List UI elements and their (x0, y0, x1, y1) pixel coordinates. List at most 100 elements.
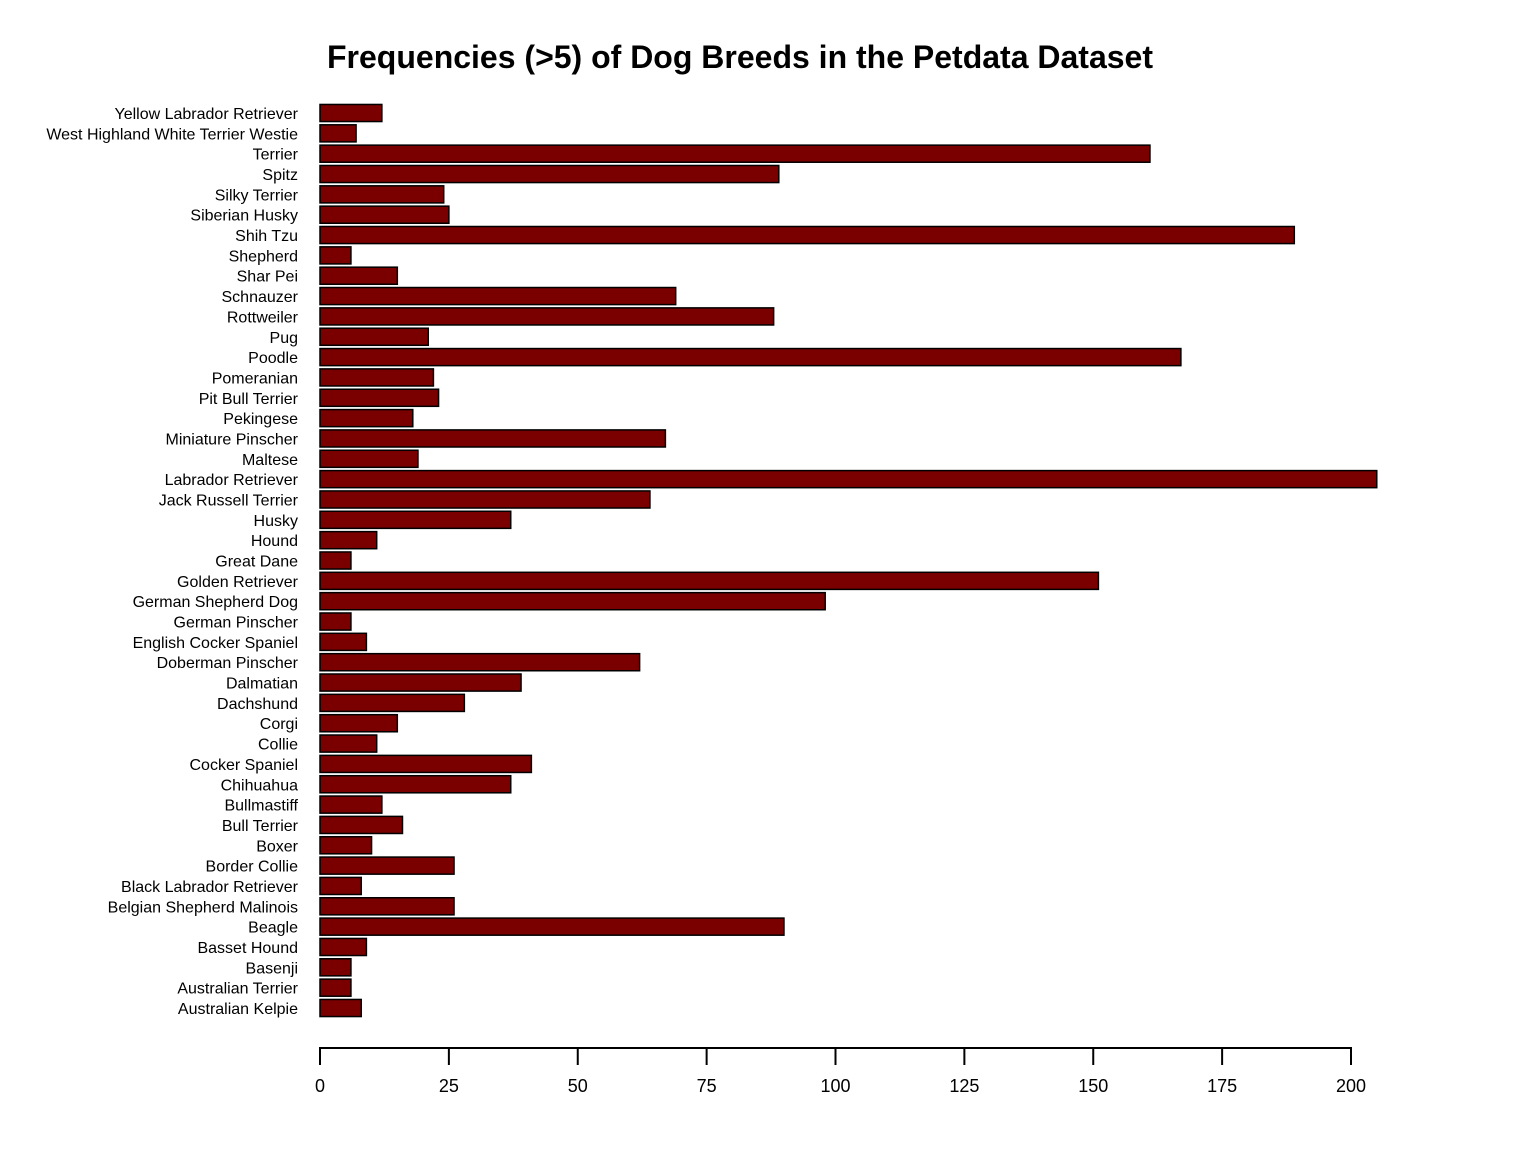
bar-terrier (319, 144, 1151, 163)
category-label-german-shepherd-dog: German Shepherd Dog (133, 594, 298, 611)
category-label-basenji: Basenji (246, 960, 298, 977)
category-label-english-cocker-spaniel: English Cocker Spaniel (133, 635, 298, 652)
x-tick-label-150: 150 (1078, 1076, 1108, 1096)
bar-corgi (319, 713, 399, 733)
bar-pit-bull-terrier (319, 388, 440, 408)
category-label-belgian-shepherd-malinois: Belgian Shepherd Malinois (108, 899, 298, 916)
bar-jack-russell-terrier (319, 490, 651, 509)
bar-german-shepherd-dog (319, 591, 826, 611)
bar-beagle (319, 917, 785, 936)
category-label-pekingese: Pekingese (223, 411, 298, 428)
category-label-collie: Collie (258, 737, 298, 754)
category-label-golden-retriever: Golden Retriever (177, 574, 299, 591)
bar-yellow-labrador-retriever (319, 103, 383, 123)
category-label-dalmatian: Dalmatian (226, 676, 298, 693)
x-tick-label-175: 175 (1207, 1076, 1237, 1096)
bar-black-labrador-retriever (319, 876, 362, 896)
bar-hound (319, 530, 378, 550)
category-label-husky: Husky (254, 513, 298, 530)
bar-silky-terrier (319, 185, 445, 204)
bar-pomeranian (319, 368, 435, 387)
bar-husky (319, 510, 512, 530)
bar-great-dane (319, 551, 352, 570)
category-label-hound: Hound (251, 533, 298, 550)
bar-bull-terrier (319, 815, 404, 835)
category-label-bull-terrier: Bull Terrier (222, 818, 299, 835)
category-label-beagle: Beagle (248, 920, 298, 937)
category-label-pomeranian: Pomeranian (212, 370, 298, 387)
category-label-shih-tzu: Shih Tzu (235, 228, 298, 245)
category-label-german-pinscher: German Pinscher (174, 615, 299, 632)
bar-belgian-shepherd-malinois (319, 897, 455, 916)
category-label-pug: Pug (270, 330, 298, 347)
bar-boxer (319, 835, 373, 855)
category-label-siberian-husky: Siberian Husky (190, 208, 298, 225)
bars-group (319, 103, 1378, 1018)
x-tick-label-125: 125 (949, 1076, 979, 1096)
bar-shepherd (319, 246, 352, 265)
category-label-schnauzer: Schnauzer (222, 289, 299, 306)
x-tick-label-75: 75 (697, 1076, 717, 1096)
bar-pekingese (319, 408, 414, 428)
bar-australian-kelpie (319, 998, 362, 1018)
bar-dalmatian (319, 673, 522, 692)
x-tick-label-25: 25 (439, 1076, 459, 1096)
category-label-rottweiler: Rottweiler (227, 309, 299, 326)
category-label-basset-hound: Basset Hound (197, 940, 298, 957)
bar-dachshund (319, 693, 466, 713)
category-label-bullmastiff: Bullmastiff (224, 798, 298, 815)
category-label-australian-terrier: Australian Terrier (177, 981, 298, 998)
bar-poodle (319, 347, 1182, 367)
category-label-miniature-pinscher: Miniature Pinscher (166, 431, 299, 448)
bar-basset-hound (319, 937, 368, 957)
category-label-cocker-spaniel: Cocker Spaniel (190, 757, 299, 774)
bar-spitz (319, 164, 780, 184)
category-label-terrier: Terrier (253, 147, 299, 164)
category-label-jack-russell-terrier: Jack Russell Terrier (159, 492, 299, 509)
chart-title: Frequencies (>5) of Dog Breeds in the Pe… (327, 39, 1153, 75)
category-label-yellow-labrador-retriever: Yellow Labrador Retriever (114, 106, 298, 123)
category-label-silky-terrier: Silky Terrier (215, 187, 299, 204)
category-labels: Yellow Labrador Retriever West Highland W… (46, 106, 298, 1018)
bar-doberman-pinscher (319, 652, 641, 672)
category-label-spitz: Spitz (262, 167, 298, 184)
bar-chihuahua (319, 774, 512, 794)
x-tick-label-200: 200 (1336, 1076, 1366, 1096)
category-label-border-collie: Border Collie (206, 859, 299, 876)
bar-west-highland-white-terrier-westie (319, 124, 357, 143)
bar-cocker-spaniel (319, 754, 533, 774)
bar-bullmastiff (319, 795, 383, 814)
category-label-pit-bull-terrier: Pit Bull Terrier (199, 391, 299, 408)
category-label-poodle: Poodle (248, 350, 298, 367)
bar-collie (319, 734, 378, 753)
category-label-chihuahua: Chihuahua (221, 777, 299, 794)
bar-shih-tzu (319, 225, 1296, 245)
bar-border-collie (319, 856, 455, 875)
bar-australian-terrier (319, 978, 352, 997)
bar-rottweiler (319, 307, 775, 326)
category-label-labrador-retriever: Labrador Retriever (165, 472, 299, 489)
category-label-maltese: Maltese (242, 452, 298, 469)
bar-schnauzer (319, 286, 677, 306)
bar-english-cocker-spaniel (319, 632, 368, 652)
x-tick-label-0: 0 (315, 1076, 325, 1096)
bar-shar-pei (319, 266, 399, 286)
x-tick-label-50: 50 (568, 1076, 588, 1096)
bar-pug (319, 327, 429, 347)
bar-german-pinscher (319, 612, 352, 631)
category-label-west-highland-white-terrier-westie: West Highland White Terrier Westie (46, 126, 298, 143)
bar-labrador-retriever (319, 469, 1378, 489)
category-label-doberman-pinscher: Doberman Pinscher (157, 655, 299, 672)
category-label-shar-pei: Shar Pei (237, 269, 298, 286)
category-label-dachshund: Dachshund (217, 696, 298, 713)
category-label-great-dane: Great Dane (215, 554, 298, 571)
category-label-boxer: Boxer (256, 838, 298, 855)
bar-golden-retriever (319, 571, 1100, 591)
x-axis: 0 25 50 75 100 125 150 175 200 (315, 1047, 1366, 1096)
category-label-australian-kelpie: Australian Kelpie (178, 1001, 298, 1018)
x-tick-label-100: 100 (820, 1076, 850, 1096)
category-label-corgi: Corgi (260, 716, 298, 733)
bar-basenji (319, 958, 352, 977)
bar-maltese (319, 449, 419, 469)
